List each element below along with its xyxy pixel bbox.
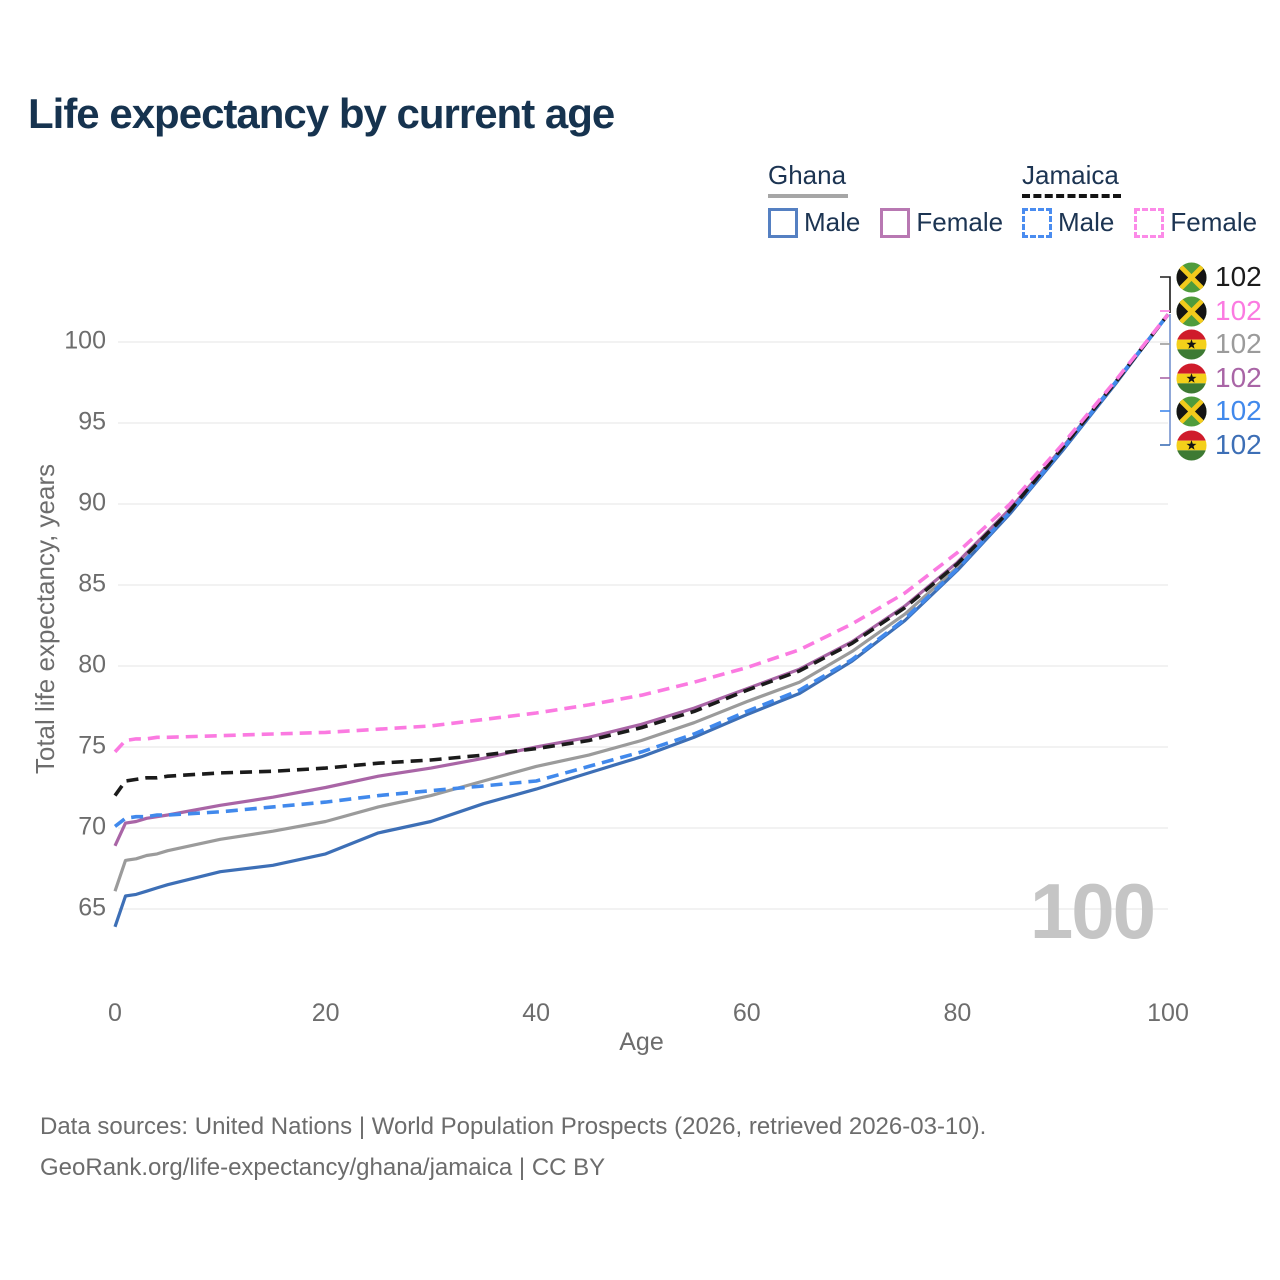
legend-label-ghana-female: Female <box>916 207 1004 237</box>
x-tick-label-20: 20 <box>311 999 340 1027</box>
legend-swatch-ghana-male <box>768 207 798 238</box>
end-label-ghana-female: 102 <box>1176 362 1262 394</box>
end-label-jamaica: 102 <box>1176 261 1262 293</box>
series-line-ghana-female <box>113 313 1170 847</box>
jamaica-flag-icon <box>1176 261 1207 293</box>
y-tick-label-65: 65 <box>78 893 106 922</box>
y-tick-label-80: 80 <box>78 650 106 679</box>
end-label-value-jamaica: 102 <box>1215 261 1262 292</box>
end-label-ghana: 102 <box>1176 328 1262 360</box>
series-line-jamaica-male <box>113 313 1170 828</box>
x-tick-label-80: 80 <box>943 999 972 1027</box>
y-tick-label-100: 100 <box>64 326 106 355</box>
ghana-flag-icon <box>1176 328 1207 360</box>
end-label-jamaica-male: 102 <box>1176 395 1262 427</box>
legend-swatch-ghana-female <box>880 207 911 238</box>
end-label-value-ghana: 102 <box>1215 328 1262 359</box>
end-label-value-jamaica-female: 102 <box>1215 295 1262 326</box>
jamaica-flag-icon <box>1176 395 1207 427</box>
legend-label-ghana-male: Male <box>804 207 861 237</box>
footer: Data sources: United Nations | World Pop… <box>40 1106 986 1188</box>
legend-label-jamaica-female: Female <box>1170 207 1258 237</box>
end-label-ghana-male: 102 <box>1176 429 1262 461</box>
footer-data-sources: Data sources: United Nations | World Pop… <box>40 1113 987 1140</box>
legend-jamaica-items: Male Female <box>1022 207 1277 238</box>
y-tick-label-90: 90 <box>78 488 106 517</box>
end-label-jamaica-female: 102 <box>1176 295 1262 327</box>
end-label-value-ghana-male: 102 <box>1215 429 1262 460</box>
series-line-ghana <box>113 313 1170 892</box>
x-tick-label-60: 60 <box>732 999 761 1027</box>
legend-swatch-jamaica-male <box>1022 207 1052 238</box>
ghana-flag-icon <box>1176 429 1207 461</box>
end-label-value-ghana-female: 102 <box>1215 362 1262 393</box>
x-tick-label-40: 40 <box>522 999 551 1027</box>
legend-ghana-items: Male Female <box>768 207 1023 238</box>
x-tick-label-0: 0 <box>108 999 122 1027</box>
legend-group-ghana: Ghana Male Female <box>768 160 1023 238</box>
legend-jamaica-title: Jamaica <box>1022 160 1121 198</box>
y-tick-label-70: 70 <box>78 812 106 841</box>
page-title: Life expectancy by current age <box>28 90 615 137</box>
series-line-jamaica <box>113 313 1170 797</box>
legend-group-jamaica: Jamaica Male Female <box>1022 160 1277 238</box>
y-tick-label-85: 85 <box>78 569 106 598</box>
x-tick-label-100: 100 <box>1147 999 1189 1027</box>
y-tick-label-75: 75 <box>78 731 106 760</box>
legend-ghana-title: Ghana <box>768 160 849 198</box>
y-tick-label-95: 95 <box>78 407 106 436</box>
footer-attribution: GeoRank.org/life-expectancy/ghana/jamaic… <box>40 1154 606 1181</box>
jamaica-flag-icon <box>1176 295 1207 327</box>
leader-jamaica <box>1160 276 1171 313</box>
x-axis-title: Age <box>619 1028 664 1056</box>
series-line-ghana-male <box>113 313 1170 928</box>
age-counter-watermark: 100 <box>1029 867 1156 955</box>
ghana-flag-icon <box>1176 362 1207 394</box>
legend-label-jamaica-male: Male <box>1058 207 1115 237</box>
y-axis-title: Total life expectancy, years <box>30 463 60 775</box>
legend-swatch-jamaica-female <box>1134 207 1165 238</box>
end-label-value-jamaica-male: 102 <box>1215 395 1262 426</box>
series-line-jamaica-female <box>113 313 1170 754</box>
